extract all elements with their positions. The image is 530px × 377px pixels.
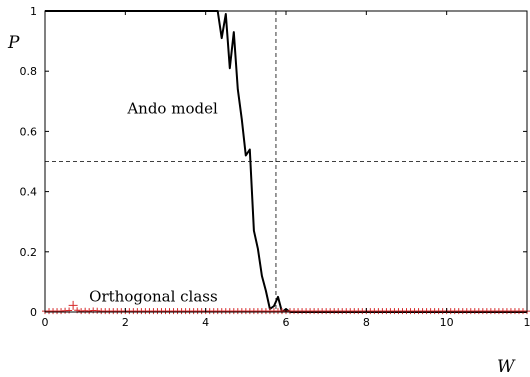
marker-point [66, 307, 73, 314]
y-tick-label: 0.4 [20, 186, 38, 199]
x-tick-label: 2 [122, 316, 129, 329]
y-tick-label: 0 [30, 306, 37, 319]
x-tick-label: 1 [524, 316, 530, 329]
x-tick-label: 8 [363, 316, 370, 329]
series-layer [42, 10, 530, 315]
x-tick-label: 6 [283, 316, 290, 329]
y-tick-label: 0.8 [20, 65, 38, 78]
x-tick-label: 0 [42, 316, 49, 329]
axis-ticks: 0 2 4 6 8 10 100.20.40.60.81 [20, 5, 530, 329]
marker-point [68, 300, 78, 310]
x-tick-label: 4 [202, 316, 209, 329]
marker-point [86, 308, 93, 315]
y-tick-label: 0.6 [20, 125, 38, 138]
y-tick-label: 1 [30, 5, 37, 18]
y-tick-label: 0.2 [20, 246, 38, 259]
x-axis-title: W [497, 357, 516, 377]
annotation-ando-model: Ando model [126, 99, 218, 117]
y-axis-title: P [7, 33, 20, 53]
plot-area [45, 11, 527, 312]
annotation-orthogonal-class: Orthogonal class [89, 287, 218, 305]
x-tick-label: 10 [440, 316, 454, 329]
